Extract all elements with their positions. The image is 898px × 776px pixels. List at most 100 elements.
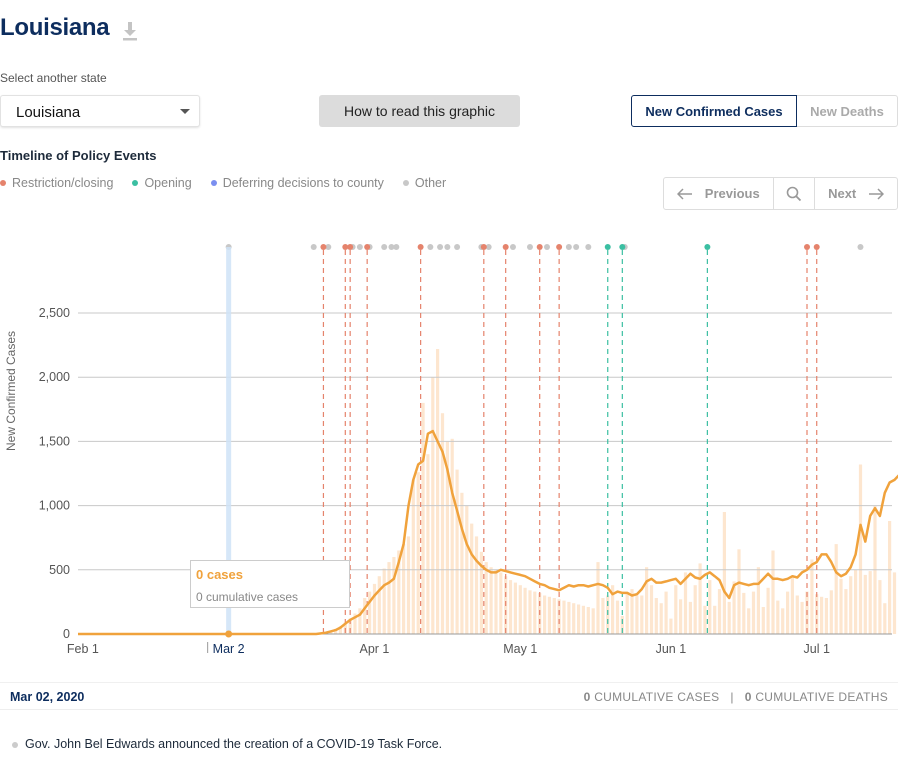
daily-case-bar bbox=[460, 492, 464, 634]
policy-legend: Restriction/closing Opening Deferring de… bbox=[0, 176, 465, 190]
daily-case-bar bbox=[659, 603, 663, 634]
state-select[interactable]: Louisiana bbox=[0, 95, 200, 127]
selected-date: Mar 02, 2020 bbox=[10, 690, 85, 704]
daily-case-bar bbox=[795, 595, 799, 634]
daily-case-bar bbox=[402, 544, 406, 634]
daily-case-bar bbox=[829, 590, 833, 634]
policy-event-dot bbox=[565, 244, 572, 250]
policy-event-dot bbox=[804, 244, 810, 250]
daily-case-bar bbox=[834, 544, 838, 634]
cases-chart[interactable]: 0 500 1,000 1,500 2,000 2,500 Feb 1 Mar 2 Apr 1… bbox=[0, 228, 898, 668]
state-select-value: Louisiana bbox=[16, 104, 81, 121]
search-button[interactable] bbox=[774, 178, 816, 209]
daily-case-bar bbox=[489, 567, 493, 634]
daily-case-bar bbox=[713, 605, 717, 634]
policy-event-dot bbox=[585, 244, 592, 250]
previous-button[interactable]: Previous bbox=[664, 178, 774, 209]
legend-dot-icon bbox=[210, 180, 217, 186]
daily-case-bar bbox=[708, 580, 712, 634]
download-icon[interactable] bbox=[121, 20, 139, 42]
daily-case-bar bbox=[625, 592, 629, 634]
state-title: Louisiana bbox=[0, 14, 110, 41]
x-tick-label: May 1 bbox=[503, 642, 537, 656]
daily-case-bar bbox=[528, 590, 532, 634]
daily-case-bar bbox=[683, 572, 688, 634]
arrow-right-icon bbox=[869, 187, 885, 200]
x-tick-label: Jun 1 bbox=[656, 642, 687, 656]
next-button[interactable]: Next bbox=[815, 178, 897, 209]
daily-case-bar bbox=[421, 402, 425, 634]
how-to-read-button[interactable]: How to read this graphic bbox=[319, 95, 520, 127]
daily-case-bar bbox=[732, 581, 736, 634]
timeline-title: Timeline of Policy Events bbox=[0, 148, 157, 163]
policy-event-dot bbox=[454, 244, 461, 250]
policy-event-dot bbox=[320, 244, 327, 250]
daily-case-bar bbox=[601, 598, 605, 634]
daily-case-bar bbox=[849, 576, 853, 634]
policy-event-dot bbox=[427, 244, 434, 250]
daily-case-bar bbox=[786, 591, 790, 634]
new-confirmed-cases-button[interactable]: New Confirmed Cases bbox=[631, 95, 797, 127]
daily-case-bar bbox=[800, 601, 804, 634]
legend-dot-icon bbox=[132, 180, 139, 186]
daily-case-bar bbox=[698, 563, 702, 634]
daily-case-bar bbox=[645, 567, 649, 634]
policy-event-dot bbox=[857, 244, 864, 250]
daily-case-bar bbox=[508, 580, 513, 634]
cumulative-deaths-label: CUMULATIVE DEATHS bbox=[751, 690, 888, 704]
hover-tooltip: 0 cases 0 cumulative cases bbox=[190, 560, 350, 608]
daily-case-bar bbox=[776, 600, 780, 634]
daily-case-bar bbox=[470, 523, 474, 634]
daily-case-bar bbox=[611, 585, 615, 634]
daily-case-bar bbox=[878, 580, 882, 634]
new-deaths-button[interactable]: New Deaths bbox=[797, 95, 898, 127]
daily-case-bar bbox=[387, 562, 391, 634]
daily-case-bar bbox=[436, 349, 440, 634]
stats-separator: | bbox=[730, 690, 734, 704]
daily-case-bar bbox=[416, 472, 420, 634]
legend-item-other: Other bbox=[402, 176, 446, 190]
cumulative-deaths-count: 0 bbox=[744, 690, 752, 704]
policy-event-dot bbox=[364, 244, 371, 250]
policy-event-dot bbox=[480, 244, 487, 250]
daily-case-bar bbox=[615, 600, 620, 634]
daily-case-bar bbox=[679, 599, 683, 634]
daily-case-bar bbox=[523, 587, 527, 634]
daily-case-bar bbox=[868, 571, 872, 634]
daily-case-bar bbox=[669, 618, 673, 634]
policy-event-dot bbox=[485, 244, 492, 250]
daily-case-bar bbox=[411, 479, 415, 634]
daily-case-bar bbox=[727, 601, 731, 634]
daily-case-bar bbox=[630, 589, 634, 634]
policy-event-dot bbox=[536, 244, 543, 250]
legend-label: Deferring decisions to county bbox=[222, 176, 384, 190]
daily-case-bar bbox=[756, 567, 760, 634]
daily-case-bar bbox=[854, 569, 858, 634]
policy-event-dot bbox=[509, 244, 516, 250]
daily-case-bar bbox=[863, 574, 867, 634]
daily-case-bar bbox=[455, 469, 459, 634]
x-tick-label: Mar 2 bbox=[213, 642, 245, 656]
y-tick-label: 0 bbox=[63, 627, 70, 641]
daily-case-bar bbox=[557, 599, 561, 634]
policy-event-dot bbox=[444, 244, 451, 250]
event-pager: Previous Next bbox=[663, 177, 898, 210]
daily-case-bar bbox=[640, 595, 644, 634]
legend-item-deferring: Deferring decisions to county bbox=[210, 176, 384, 190]
daily-case-bar bbox=[567, 601, 571, 634]
daily-case-bar bbox=[839, 578, 843, 634]
legend-dot-icon bbox=[402, 180, 409, 186]
next-label: Next bbox=[828, 186, 857, 201]
daily-case-bar bbox=[771, 550, 775, 634]
daily-case-bar bbox=[572, 603, 576, 634]
daily-case-bar bbox=[761, 607, 765, 634]
daily-case-bar bbox=[747, 608, 751, 634]
selected-date-band bbox=[226, 247, 232, 634]
daily-case-bar bbox=[518, 585, 522, 634]
policy-event-dot bbox=[437, 244, 444, 250]
daily-case-bar bbox=[742, 592, 746, 634]
daily-case-bar bbox=[649, 585, 654, 634]
previous-label: Previous bbox=[704, 186, 760, 201]
policy-event-dot bbox=[543, 244, 550, 250]
legend-dot-icon bbox=[0, 180, 6, 186]
